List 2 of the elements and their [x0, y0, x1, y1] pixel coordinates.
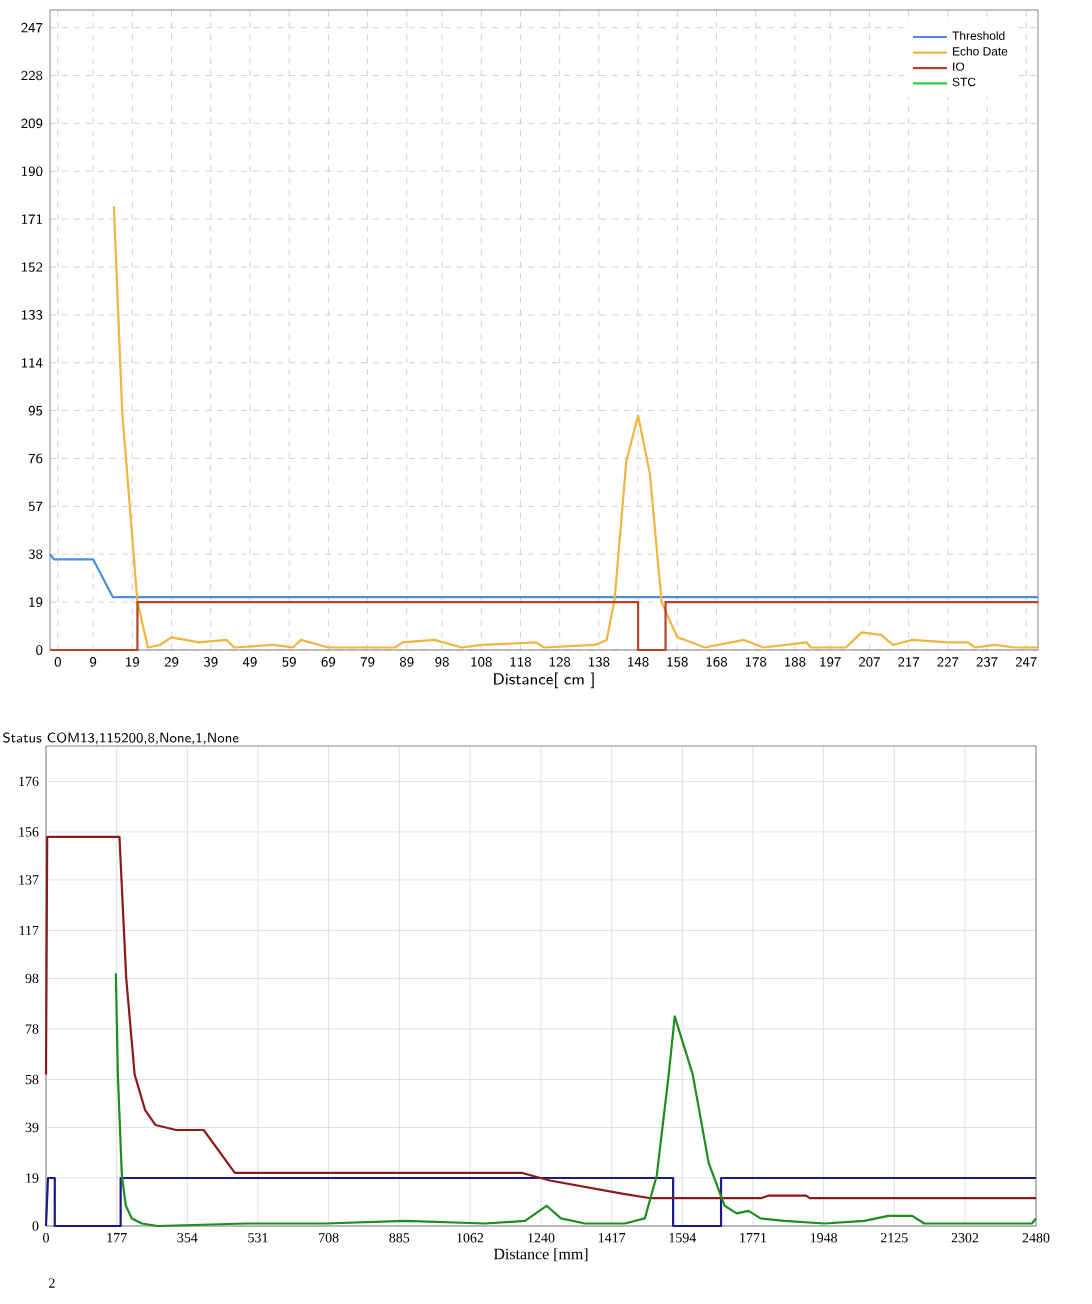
line-series [44, 835, 1038, 1200]
line-series [112, 205, 1040, 649]
